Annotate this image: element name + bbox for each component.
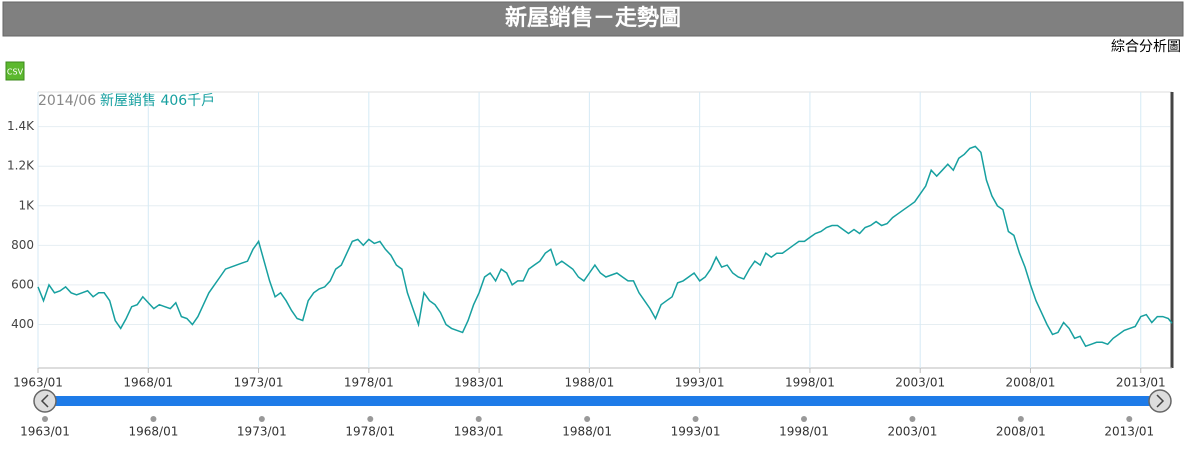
navigator-left-handle[interactable] (33, 389, 57, 413)
navigator-label: 1963/01 (20, 425, 70, 439)
navigator-dot (909, 416, 916, 422)
csv-label[interactable]: CSV (7, 68, 24, 77)
navigator-left-arrow (40, 394, 49, 408)
navigator-label: 2003/01 (887, 425, 937, 439)
y-tick-label: 1.2K (7, 159, 35, 173)
annotation-text: 新屋銷售 406千戶 (100, 93, 215, 109)
x-tick-label: 1983/01 (454, 376, 504, 390)
title-bar (2, 1, 1184, 37)
annotation-date: 2014/06 (38, 93, 96, 109)
x-tick-label: 1973/01 (234, 376, 284, 390)
y-tick-label: 1.4K (7, 119, 35, 133)
y-tick-label: 1K (18, 198, 35, 212)
navigator-dot (258, 416, 265, 422)
x-tick-label: 2003/01 (895, 376, 945, 390)
navigator-label: 1993/01 (671, 425, 721, 439)
navigator-dot (367, 416, 374, 422)
navigator-label: 2013/01 (1104, 425, 1154, 439)
x-tick-label: 2008/01 (1006, 376, 1056, 390)
y-tick-label: 800 (11, 238, 34, 252)
x-tick-label: 1998/01 (785, 376, 835, 390)
navigator-label: 1973/01 (237, 425, 287, 439)
navigator-label: 1968/01 (128, 425, 178, 439)
navigator-label: 1998/01 (779, 425, 829, 439)
navigator-label: 1983/01 (454, 425, 504, 439)
navigator-dot (1126, 416, 1133, 422)
navigator-dot (150, 416, 157, 422)
navigator-dot (1017, 416, 1024, 422)
x-tick-label: 1963/01 (13, 376, 63, 390)
x-tick-label: 2013/01 (1116, 376, 1166, 390)
x-tick-label: 1988/01 (564, 376, 614, 390)
navigator-label: 1978/01 (345, 425, 395, 439)
navigator-label: 1988/01 (562, 425, 612, 439)
navigator-right-handle[interactable] (1148, 389, 1172, 413)
series-line (37, 145, 1173, 348)
chart-subtitle: 綜合分析圖 (1111, 39, 1181, 55)
navigator-dot (584, 416, 591, 422)
x-tick-label: 1968/01 (123, 376, 173, 390)
navigator-dot (42, 416, 48, 422)
navigator-dot (800, 416, 807, 422)
y-tick-label: 400 (11, 317, 34, 331)
navigator-label: 2008/01 (996, 425, 1046, 439)
x-tick-label: 1993/01 (675, 376, 725, 390)
navigator-dot (475, 416, 482, 422)
x-tick-label: 1978/01 (344, 376, 394, 390)
navigator-dot (692, 416, 699, 422)
navigator-right-arrow (1156, 394, 1165, 408)
navigator-bar[interactable] (45, 396, 1160, 406)
csv-button[interactable] (5, 61, 25, 81)
chart-title: 新屋銷售－走勢圖 (505, 5, 681, 31)
y-tick-label: 600 (11, 277, 34, 291)
